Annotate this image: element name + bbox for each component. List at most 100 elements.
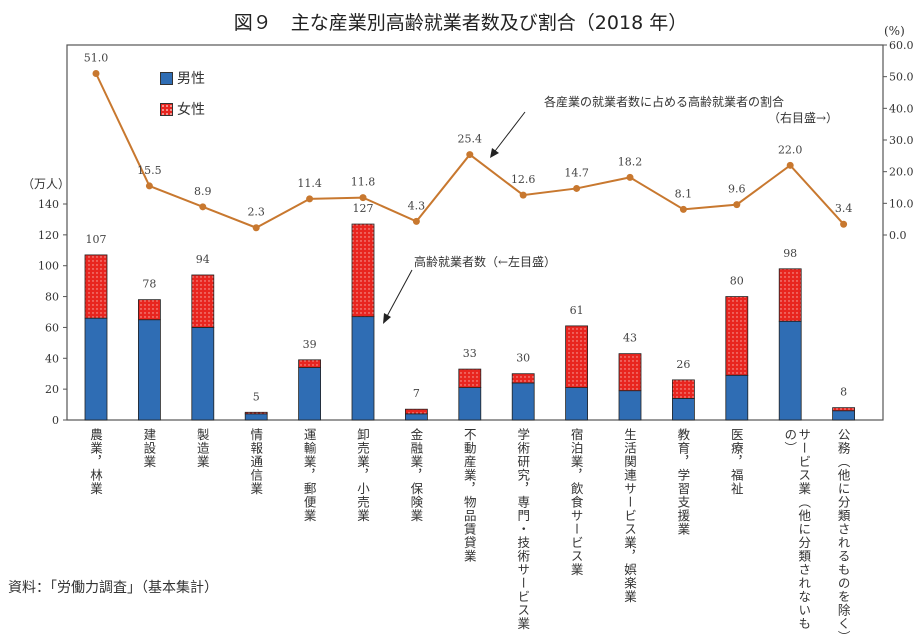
left-axis-label: （万人） <box>22 177 71 191</box>
ratio-label: 25.4 <box>458 133 483 146</box>
ratio-point <box>199 203 207 211</box>
category-label: 不動産業，物品賃貸業 <box>461 428 477 563</box>
ratio-label: 11.8 <box>351 176 376 189</box>
ratio-point <box>519 191 527 199</box>
bar-male <box>84 317 108 421</box>
category-label: 農業，林業 <box>88 428 103 496</box>
chart-title: 図９ 主な産業別高齢就業者数及び割合（2018 年） <box>233 12 688 34</box>
bar-total-label: 7 <box>413 387 420 400</box>
bar-total-label: 61 <box>570 304 584 317</box>
bar-male <box>725 374 749 421</box>
bar-male <box>137 319 161 421</box>
bar-male <box>618 390 642 421</box>
left-tick-label: 20 <box>45 383 59 396</box>
ratio-point <box>252 224 260 232</box>
ratio-label: 8.9 <box>194 185 212 198</box>
bar-total-label: 127 <box>353 202 374 215</box>
bar-female <box>351 223 375 318</box>
category-label: 金融業，保険業 <box>408 428 424 523</box>
left-tick-label: 60 <box>45 321 59 334</box>
category-label: 生活関連サービス業，娯楽業 <box>622 428 637 604</box>
bar-total-label: 39 <box>303 338 317 351</box>
bar-total-label: 98 <box>783 247 797 260</box>
bar-male <box>404 413 428 421</box>
category-label: 情報通信業 <box>248 428 264 496</box>
bar-male <box>191 327 215 421</box>
category-label: サービス業（他に分類されないもの） <box>782 428 812 631</box>
annotation-leader-count <box>384 269 413 321</box>
category-label: 学術研究，専門・技術サービス業 <box>515 428 531 631</box>
annotation-ratio-axis: （右目盛→） <box>768 111 839 125</box>
legend-label-female: 女性 <box>177 102 205 118</box>
ratio-point <box>412 217 420 225</box>
category-label: 製造業 <box>194 428 210 469</box>
ratio-point <box>679 205 687 213</box>
bar-female <box>511 373 535 384</box>
bar-female <box>618 353 642 392</box>
bar-total-label: 30 <box>516 352 530 365</box>
bar-male <box>351 316 375 421</box>
ratio-label: 22.0 <box>778 143 803 156</box>
annotation-count: 高齢就業者数（←左目盛） <box>414 255 557 269</box>
ratio-label: 4.3 <box>408 199 426 212</box>
source-note: 資料：「労働力調査」（基本集計） <box>8 580 218 596</box>
category-label: 教育，学習支援業 <box>675 428 691 536</box>
ratio-point <box>145 182 153 190</box>
ratio-point <box>733 201 741 209</box>
bar-female <box>244 411 268 415</box>
left-tick-label: 80 <box>45 291 59 304</box>
bar-female <box>137 299 161 321</box>
right-tick-label: 10.0 <box>889 197 914 210</box>
bar-female <box>725 296 749 376</box>
ratio-label: 51.0 <box>84 52 109 65</box>
category-label: 宿泊業，飲食サービス業 <box>568 428 584 577</box>
bar-male <box>458 387 482 421</box>
ratio-label: 9.6 <box>728 183 746 196</box>
bar-female <box>672 379 695 399</box>
right-axis-label: (%) <box>884 24 905 38</box>
arrow-icon <box>490 148 499 158</box>
ratio-label: 8.1 <box>675 187 693 200</box>
ratio-label: 18.2 <box>618 155 643 168</box>
left-tick-label: 100 <box>38 260 59 273</box>
bar-female <box>404 408 428 415</box>
bar-total-label: 33 <box>463 347 477 360</box>
bar-male <box>672 397 695 421</box>
category-label: 運輸業，郵便業 <box>301 428 317 523</box>
bar-total-label: 26 <box>676 358 690 371</box>
right-tick-label: 60.0 <box>889 39 914 52</box>
bar-male <box>565 387 588 421</box>
ratio-point <box>92 70 100 77</box>
legend-swatch-male <box>160 71 173 85</box>
bar-total-label: 43 <box>623 332 637 345</box>
category-label: 公務（他に分類されるものを除く） <box>835 428 851 644</box>
left-tick-label: 0 <box>52 414 59 427</box>
category-label: 医療，福祉 <box>728 428 744 496</box>
bar-total-label: 5 <box>253 390 260 403</box>
bar-total-label: 107 <box>86 233 107 246</box>
legend-swatch-female <box>160 102 173 116</box>
bar-total-label: 78 <box>142 278 156 291</box>
category-label: 卸売業，小売業 <box>355 428 370 523</box>
bar-female <box>565 325 588 388</box>
bar-female <box>84 254 108 319</box>
ratio-point <box>359 194 367 202</box>
ratio-point <box>466 151 474 159</box>
ratio-point <box>573 184 581 192</box>
legend-label-male: 男性 <box>177 71 205 87</box>
left-tick-label: 40 <box>45 352 59 365</box>
bar-female <box>298 359 322 368</box>
ratio-label: 3.4 <box>835 202 853 215</box>
ratio-label: 11.4 <box>297 177 322 190</box>
left-tick-label: 140 <box>38 198 59 211</box>
bar-female <box>832 407 855 412</box>
bar-male <box>511 382 535 421</box>
left-tick-label: 120 <box>38 229 59 242</box>
right-tick-label: 0.0 <box>889 229 907 242</box>
right-tick-label: 50.0 <box>889 71 914 84</box>
bar-total-label: 94 <box>196 253 210 266</box>
annotation-ratio: 各産業の就業者数に占める高齢就業者の割合 <box>544 95 785 109</box>
ratio-label: 2.3 <box>247 206 265 219</box>
bar-male <box>244 413 268 421</box>
